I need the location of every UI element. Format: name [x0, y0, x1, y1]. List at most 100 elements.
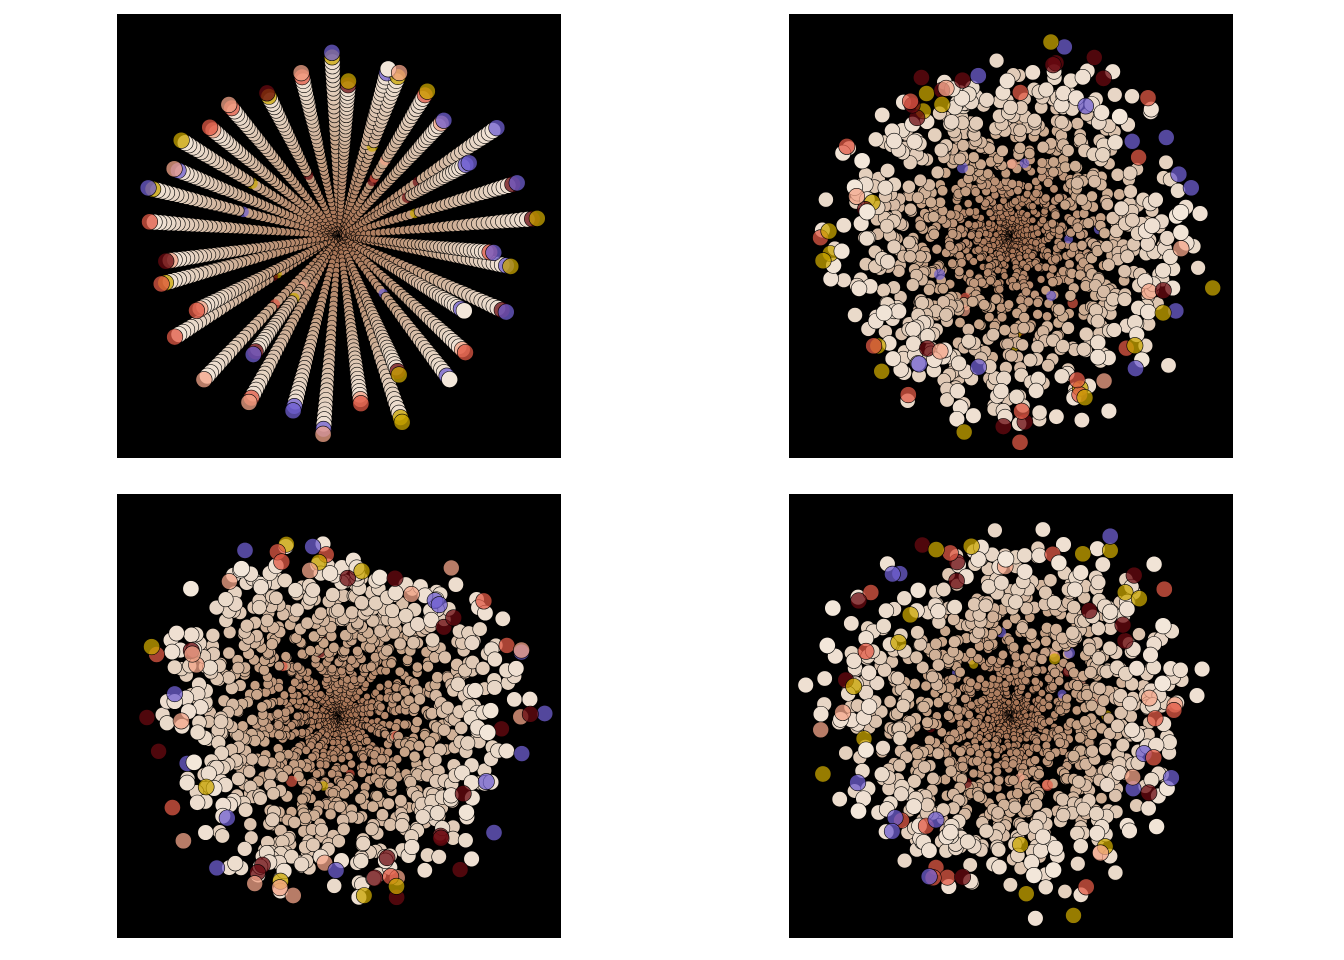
- scatter-point: [975, 158, 987, 170]
- scatter-point: [1056, 240, 1066, 250]
- scatter-point: [1106, 322, 1122, 338]
- scatter-point: [366, 869, 384, 887]
- scatter-point: [339, 569, 356, 587]
- scatter-point: [521, 691, 539, 708]
- scatter-point: [208, 859, 226, 877]
- scatter-point: [858, 230, 875, 247]
- scatter-point: [1022, 263, 1031, 272]
- scatter-point: [273, 708, 283, 719]
- scatter-point: [408, 702, 421, 714]
- scatter-point: [1076, 239, 1088, 251]
- scatter-point: [435, 111, 453, 129]
- scatter-point: [411, 661, 423, 673]
- scatter-point: [984, 715, 992, 723]
- scatter-point: [968, 768, 979, 779]
- scatter-point: [485, 824, 503, 842]
- scatter-point: [960, 186, 971, 197]
- scatter-point: [1089, 349, 1107, 366]
- scatter-point: [998, 324, 1011, 337]
- scatter-point: [954, 317, 966, 329]
- scatter-point: [393, 413, 411, 431]
- scatter-point: [244, 346, 262, 363]
- scatter-point: [430, 596, 448, 614]
- scatter-point: [949, 383, 966, 400]
- scatter-point: [904, 202, 917, 216]
- scatter-point: [1003, 299, 1015, 310]
- scatter-point: [1059, 199, 1071, 211]
- scatter-point: [382, 797, 395, 811]
- scatter-point: [371, 688, 380, 697]
- scatter-point: [233, 560, 250, 578]
- scatter-point: [1102, 258, 1116, 272]
- scatter-point: [274, 660, 285, 672]
- scatter-point: [189, 724, 206, 741]
- scatter-point: [912, 69, 930, 87]
- scatter-point: [999, 72, 1016, 90]
- scatter-point: [1048, 682, 1058, 692]
- scatter-point: [954, 666, 966, 678]
- scatter-point: [222, 646, 236, 660]
- scatter-point: [1123, 184, 1138, 199]
- scatter-point: [838, 137, 856, 155]
- scatter-point: [221, 573, 238, 590]
- scatter-point: [423, 611, 440, 628]
- scatter-point: [376, 754, 387, 765]
- scatter-point: [394, 666, 405, 677]
- scatter-point: [321, 565, 339, 582]
- scatter-point: [467, 682, 484, 699]
- scatter-point: [905, 321, 922, 338]
- scatter-point: [246, 714, 259, 726]
- scatter-point: [258, 84, 276, 102]
- scatter-point: [513, 745, 531, 762]
- scatter-point: [475, 592, 493, 610]
- scatter-point: [1044, 673, 1054, 683]
- scatter-point: [455, 302, 473, 320]
- scatter-point: [331, 603, 346, 618]
- scatter-point: [201, 118, 219, 136]
- scatter-point: [1160, 357, 1177, 374]
- scatter-point: [1123, 133, 1141, 150]
- scatter-panel-top-left: [117, 14, 561, 458]
- scatter-point: [475, 661, 491, 676]
- scatter-point: [457, 832, 474, 849]
- scatter-point: [961, 333, 977, 349]
- scatter-point: [364, 822, 379, 836]
- scatter-point: [183, 645, 201, 663]
- scatter-point: [937, 283, 949, 295]
- scatter-point: [284, 887, 302, 904]
- scatter-point: [385, 766, 397, 778]
- scatter-point: [354, 792, 367, 805]
- scatter-point: [337, 754, 346, 764]
- scatter-point: [174, 832, 192, 850]
- scatter-point: [166, 685, 183, 703]
- scatter-point: [993, 382, 1010, 399]
- scatter-point: [354, 595, 369, 610]
- scatter-point: [943, 710, 954, 721]
- scatter-point: [934, 268, 946, 280]
- scatter-point: [221, 670, 236, 685]
- scatter-point: [1034, 263, 1043, 272]
- scatter-point: [1154, 282, 1172, 299]
- scatter-point: [138, 709, 156, 726]
- scatter-point: [195, 371, 213, 389]
- scatter-point: [249, 680, 261, 691]
- scatter-point: [1048, 264, 1058, 274]
- scatter-point: [890, 303, 907, 320]
- scatter-point: [818, 191, 834, 208]
- scatter-point: [977, 696, 986, 705]
- scatter-point: [339, 72, 357, 90]
- scatter-point: [1004, 349, 1018, 363]
- scatter-point: [982, 168, 994, 179]
- scatter-point: [366, 800, 379, 813]
- scatter-point: [286, 775, 298, 787]
- scatter-plot: [139, 44, 546, 443]
- scatter-point: [425, 632, 440, 648]
- scatter-point: [1170, 165, 1188, 183]
- scatter-point: [1023, 211, 1031, 219]
- scatter-point: [460, 735, 476, 751]
- scatter-point: [172, 712, 190, 730]
- scatter-point: [1130, 149, 1147, 166]
- scatter-point: [441, 371, 459, 388]
- scatter-point: [1042, 311, 1053, 322]
- scatter-point: [1072, 222, 1083, 233]
